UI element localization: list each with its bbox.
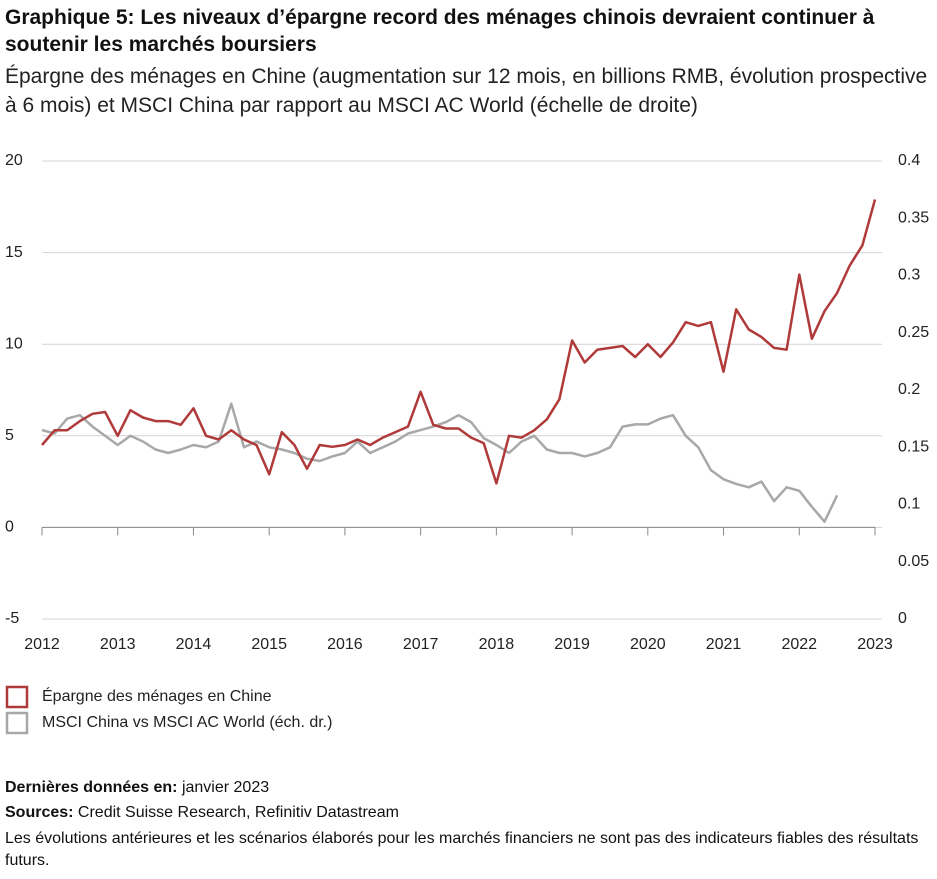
y-tick-label: 0 — [5, 519, 14, 536]
disclaimer: Les évolutions antérieures et les scénar… — [5, 830, 919, 869]
sources-value: Credit Suisse Research, Refinitiv Datast… — [77, 804, 399, 821]
y-tick-label: 20 — [5, 152, 23, 169]
legend-label: MSCI China vs MSCI AC World (éch. dr.) — [42, 714, 332, 731]
y2-tick-label: 0.1 — [898, 496, 920, 513]
sources: Sources: Credit Suisse Research, Refinit… — [5, 802, 399, 824]
y2-tick-label: 0.2 — [898, 381, 920, 398]
x-tick-label: 2023 — [857, 636, 893, 653]
x-tick-label: 2019 — [554, 636, 590, 653]
x-tick-label: 2012 — [24, 636, 60, 653]
x-tick-label: 2022 — [781, 636, 817, 653]
x-tick-label: 2016 — [327, 636, 363, 653]
y-tick-label: -5 — [5, 610, 19, 627]
y2-tick-label: 0.4 — [898, 152, 920, 169]
x-tick-label: 2017 — [403, 636, 439, 653]
y-tick-label: 10 — [5, 335, 23, 352]
latest-data: Dernières données en: janvier 2023 — [5, 777, 269, 799]
legend-swatch — [5, 685, 29, 709]
latest-label: Dernières données en: — [5, 779, 178, 796]
x-tick-label: 2020 — [630, 636, 666, 653]
chart-subtitle: Épargne des ménages en Chine (augmentati… — [5, 65, 928, 117]
sources-label: Sources: — [5, 804, 74, 821]
x-tick-label: 2014 — [176, 636, 212, 653]
y2-tick-label: 0.15 — [898, 438, 929, 455]
x-tick-label: 2021 — [706, 636, 742, 653]
y2-tick-label: 0.25 — [898, 324, 929, 341]
series-line — [41, 199, 877, 485]
y2-tick-label: 0.35 — [898, 209, 929, 226]
legend-label: Épargne des ménages en Chine — [42, 686, 272, 705]
x-tick-label: 2018 — [479, 636, 515, 653]
x-tick-label: 2013 — [100, 636, 136, 653]
y2-tick-label: 0.05 — [898, 553, 929, 570]
y2-tick-label: 0 — [898, 610, 907, 627]
y-tick-label: 5 — [5, 427, 14, 444]
x-tick-label: 2015 — [251, 636, 287, 653]
legend-swatch — [5, 711, 29, 735]
y-tick-label: 15 — [5, 244, 23, 261]
series-line — [41, 402, 839, 523]
latest-value: janvier 2023 — [181, 779, 270, 796]
chart-title: Graphique 5: Les niveaux d’épargne recor… — [5, 6, 875, 56]
y2-tick-label: 0.3 — [898, 267, 920, 284]
